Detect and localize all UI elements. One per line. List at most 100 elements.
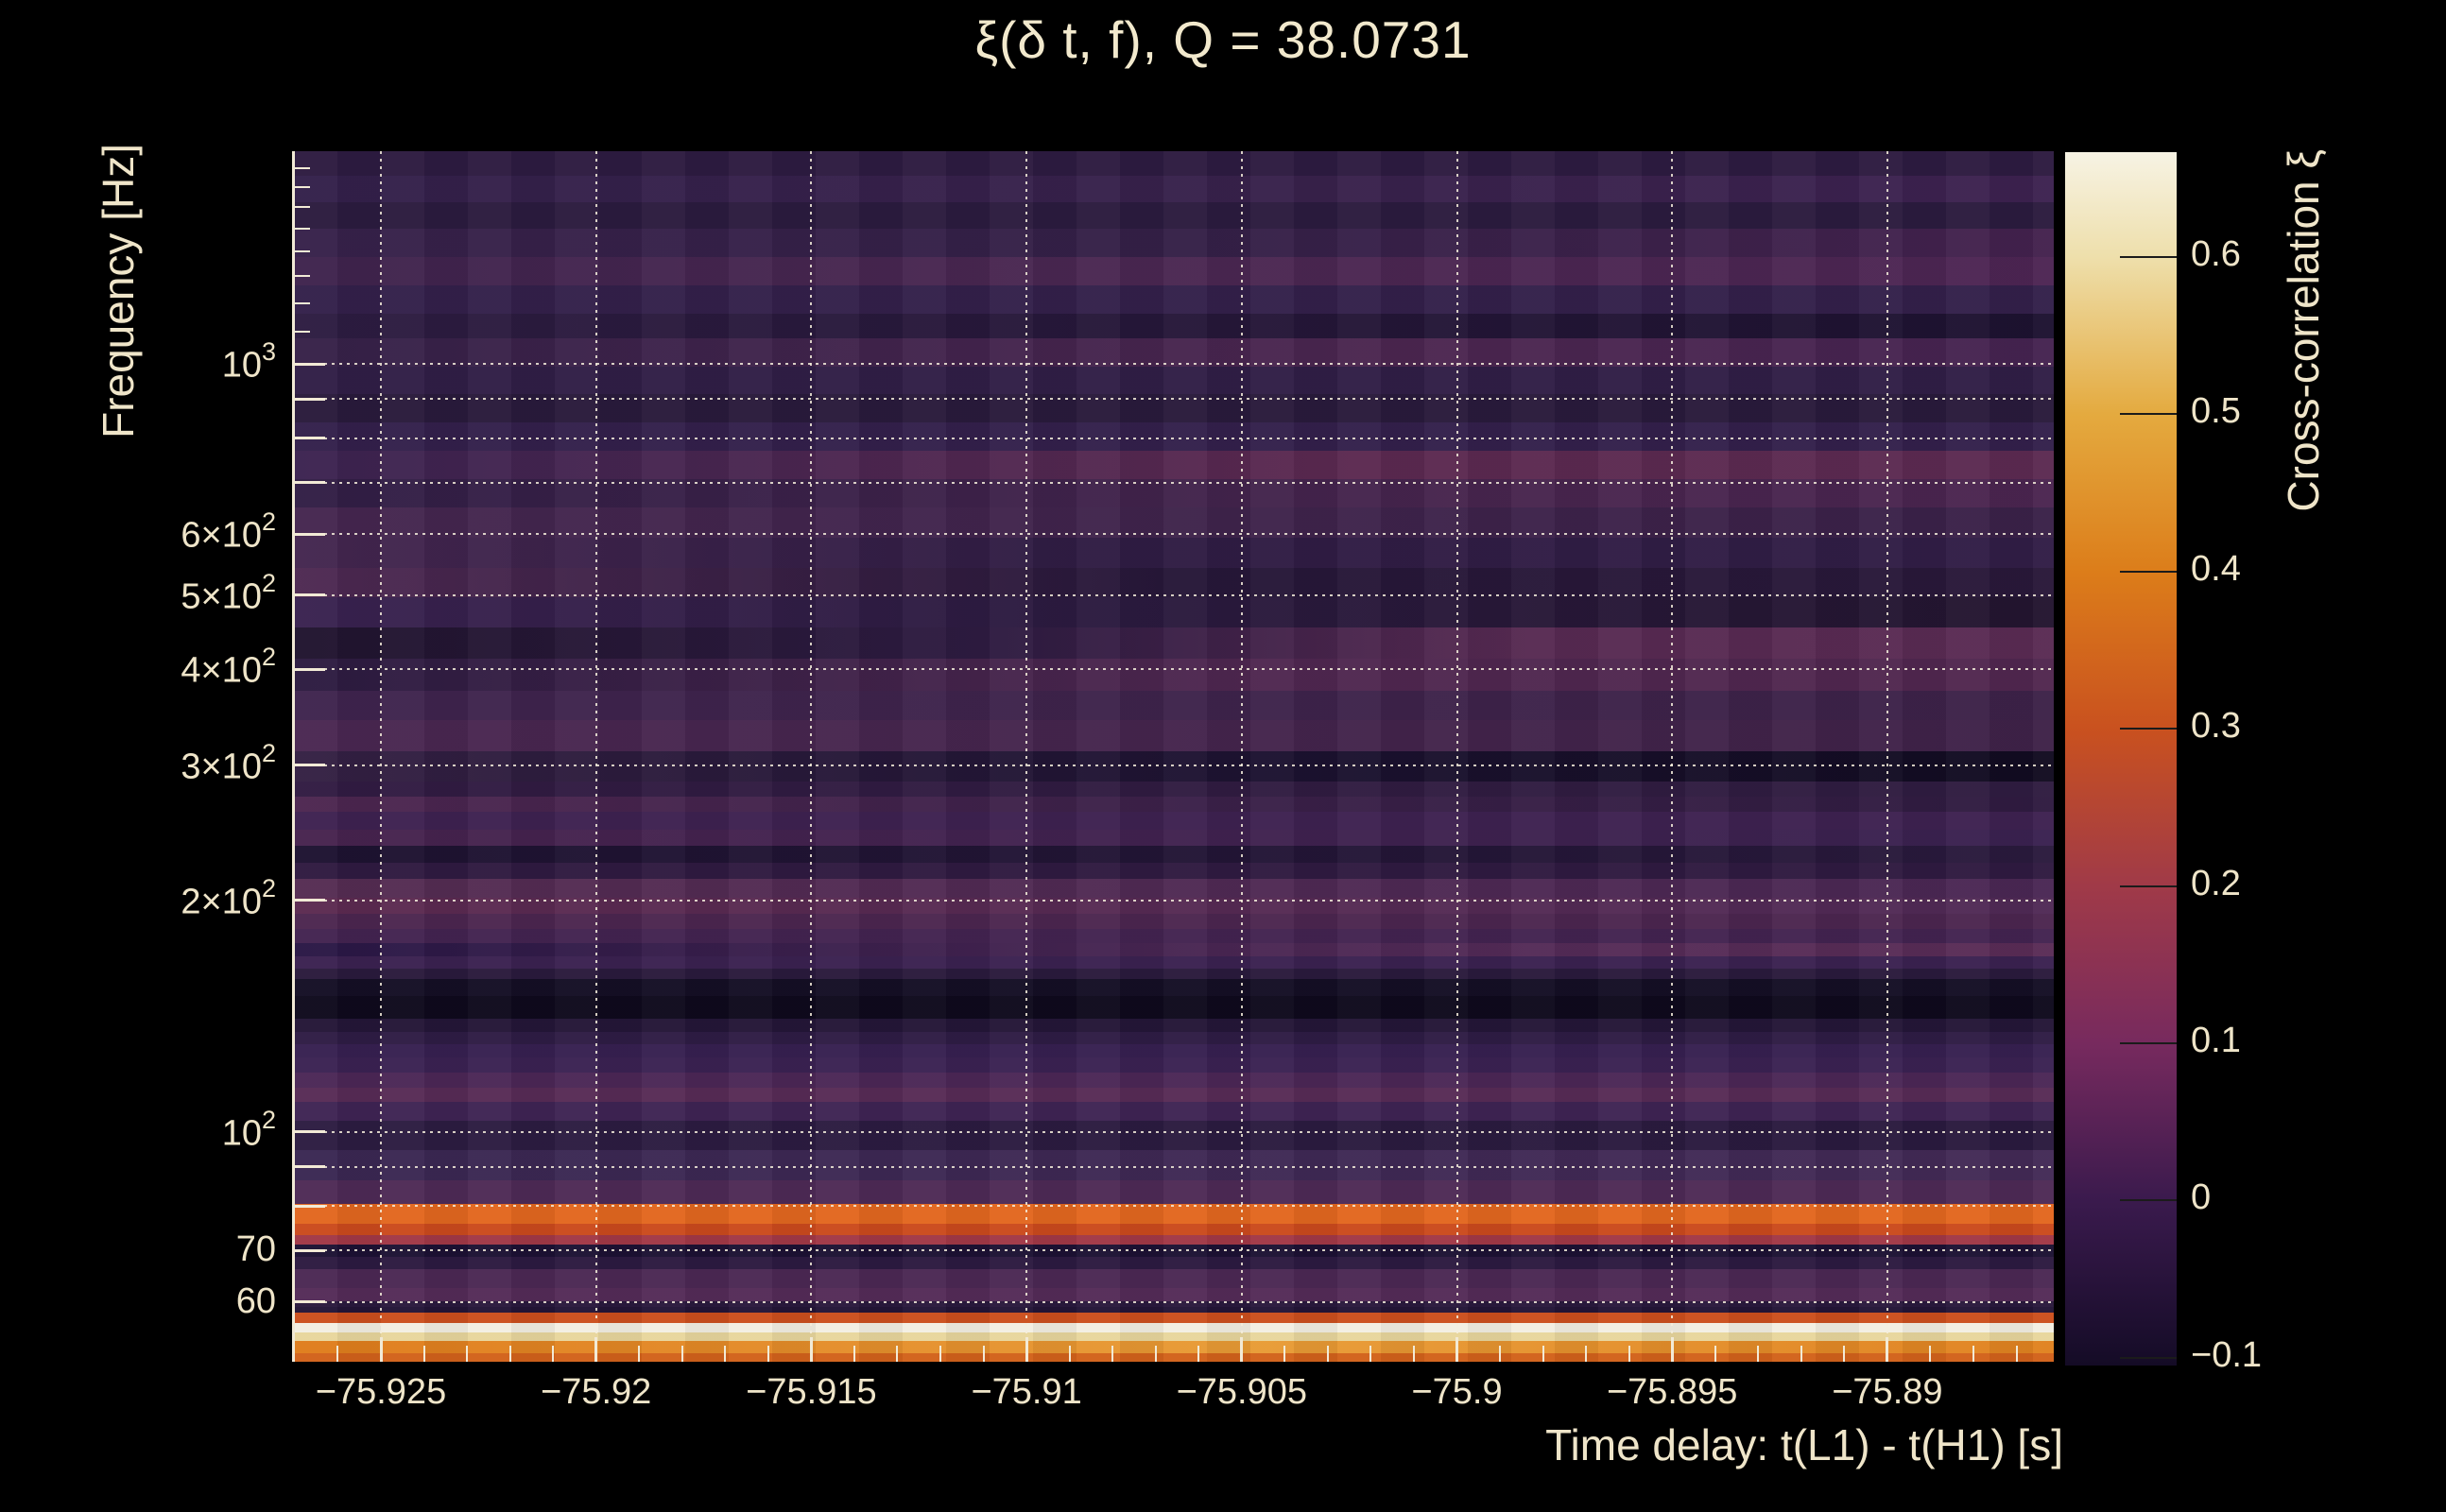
heatmap-row xyxy=(294,1257,2054,1269)
x-minor-tick xyxy=(1369,1346,1372,1362)
y-tick-label-base: 10 xyxy=(221,345,262,386)
x-major-tick xyxy=(379,1337,383,1362)
y-tick-label: 4×102 xyxy=(0,644,276,691)
x-major-tick xyxy=(1025,1337,1028,1362)
heatmap-row xyxy=(294,1307,2054,1313)
colorbar xyxy=(2065,152,2177,1366)
y-minor-tick xyxy=(294,275,310,278)
x-tick-label: −75.915 xyxy=(746,1372,877,1412)
heatmap-row xyxy=(294,597,2054,627)
gridline-horizontal xyxy=(294,533,2054,536)
heatmap-row xyxy=(294,1235,2054,1245)
colorbar-title: Cross-correlation ξ xyxy=(2279,149,2328,512)
y-axis-line xyxy=(292,151,295,1362)
heatmap-row xyxy=(294,1102,2054,1121)
y-major-tick xyxy=(294,481,325,485)
gridline-vertical xyxy=(1456,151,1458,1362)
x-major-tick xyxy=(1886,1337,1889,1362)
heatmap-row xyxy=(294,1180,2054,1204)
heatmap-row xyxy=(294,1088,2054,1102)
x-minor-tick xyxy=(1628,1346,1630,1362)
y-major-tick xyxy=(294,1248,325,1252)
heatmap-row xyxy=(294,1032,2054,1044)
colorbar-tick-label: 0.5 xyxy=(2191,391,2241,432)
y-tick-label-base: 2×10 xyxy=(181,882,262,922)
y-minor-tick xyxy=(294,227,310,230)
y-tick-label-exponent: 2 xyxy=(261,568,276,597)
x-minor-tick xyxy=(1714,1346,1716,1362)
x-minor-tick xyxy=(2015,1346,2018,1362)
heatmap-row xyxy=(294,1224,2054,1235)
heatmap-row xyxy=(294,751,2054,782)
colorbar-tick xyxy=(2120,1356,2177,1359)
heatmap-row xyxy=(294,367,2054,394)
y-tick-label-exponent: 2 xyxy=(261,507,276,537)
heatmap-row xyxy=(294,879,2054,898)
y-tick-label-base: 6×10 xyxy=(181,515,262,556)
x-major-tick xyxy=(1240,1337,1244,1362)
y-major-tick xyxy=(294,1300,325,1304)
heatmap-row xyxy=(294,1019,2054,1032)
heatmap-row xyxy=(294,1353,2054,1362)
colorbar-tick-label: 0.1 xyxy=(2191,1021,2241,1060)
y-minor-tick xyxy=(294,206,310,209)
y-tick-label: 2×102 xyxy=(0,875,276,922)
x-tick-label: −75.9 xyxy=(1411,1372,1503,1412)
x-minor-tick xyxy=(1542,1346,1544,1362)
y-minor-tick xyxy=(294,185,310,188)
colorbar-tick xyxy=(2120,1042,2177,1044)
x-minor-tick xyxy=(1283,1346,1286,1362)
heatmap-row xyxy=(294,257,2054,285)
heatmap-row xyxy=(294,1073,2054,1088)
colorbar-tick-label: −0.1 xyxy=(2191,1334,2263,1375)
y-tick-label: 103 xyxy=(0,339,276,386)
y-minor-tick xyxy=(294,331,310,334)
y-major-tick xyxy=(294,532,325,536)
x-minor-tick xyxy=(1326,1346,1329,1362)
x-minor-tick xyxy=(680,1346,683,1362)
x-minor-tick xyxy=(638,1346,641,1362)
colorbar-tick-label: 0.6 xyxy=(2191,234,2241,274)
x-minor-tick xyxy=(1154,1346,1157,1362)
y-major-tick xyxy=(294,362,325,366)
gridline-horizontal xyxy=(294,899,2054,902)
x-minor-tick xyxy=(939,1346,942,1362)
gridline-vertical xyxy=(810,151,813,1362)
heatmap-row xyxy=(294,538,2054,568)
y-major-tick xyxy=(294,667,325,671)
x-tick-label: −75.925 xyxy=(315,1372,447,1412)
heatmap-row xyxy=(294,969,2054,979)
gridline-vertical xyxy=(594,151,597,1362)
heatmap-row xyxy=(294,996,2054,1019)
colorbar-tick-label: 0.2 xyxy=(2191,863,2241,903)
x-major-tick xyxy=(594,1337,598,1362)
colorbar-tick xyxy=(2120,1199,2177,1202)
colorbar-tick xyxy=(2120,728,2177,730)
gridline-horizontal xyxy=(294,1130,2054,1133)
heatmap-row xyxy=(294,1044,2054,1057)
heatmap-row xyxy=(294,914,2054,929)
x-minor-tick xyxy=(422,1346,425,1362)
colorbar-tick-label: 0.3 xyxy=(2191,706,2241,747)
y-tick-label-exponent: 2 xyxy=(261,873,276,902)
gridline-vertical xyxy=(1025,151,1028,1362)
x-major-tick xyxy=(809,1337,813,1362)
heatmap-row xyxy=(294,943,2054,956)
x-minor-tick xyxy=(1412,1346,1415,1362)
y-major-tick xyxy=(294,1165,325,1169)
heatmap-plot-area xyxy=(294,151,2054,1362)
heatmap-row xyxy=(294,422,2054,451)
heatmap-row xyxy=(294,1150,2054,1180)
x-major-tick xyxy=(1456,1337,1458,1362)
heatmap-row xyxy=(294,568,2054,597)
gridline-vertical xyxy=(1240,151,1243,1362)
x-minor-tick xyxy=(508,1346,511,1362)
x-minor-tick xyxy=(1929,1346,1932,1362)
gridline-horizontal xyxy=(294,1165,2054,1168)
x-minor-tick xyxy=(336,1346,339,1362)
heatmap-row xyxy=(294,176,2054,202)
heatmap-row xyxy=(294,1204,2054,1224)
heatmap-row xyxy=(294,659,2054,691)
x-minor-tick xyxy=(767,1346,769,1362)
x-minor-tick xyxy=(1111,1346,1114,1362)
